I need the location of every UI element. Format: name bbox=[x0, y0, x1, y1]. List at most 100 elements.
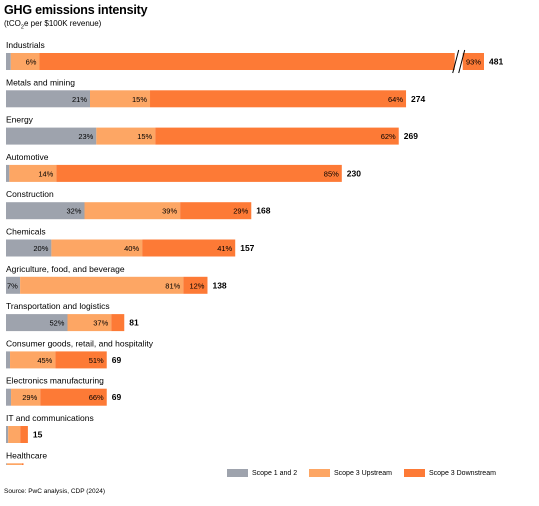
axis-break-line-right bbox=[458, 49, 466, 74]
bar-segment-chemicals-scope-3-downstream bbox=[142, 239, 236, 257]
legend-label-scope-3-downstream: Scope 3 Downstream bbox=[429, 469, 496, 477]
bar-segment-electronics-manufacturing-scope-3-downstream bbox=[40, 388, 107, 406]
total-label-energy: 269 bbox=[404, 131, 418, 141]
bar-segment-agriculture-food-and-beverage-scope-3-downstream bbox=[183, 276, 208, 294]
bar-segment-industrials-scope-3-upstream bbox=[10, 53, 40, 70]
legend-item-scope-1-2: Scope 1 and 2 bbox=[227, 469, 297, 477]
axis-break-line-left bbox=[452, 49, 460, 74]
bar-segment-electronics-manufacturing-scope-1-and-2 bbox=[6, 388, 12, 406]
bar-segment-industrials-scope-3-downstream bbox=[39, 53, 485, 70]
total-label-chemicals: 157 bbox=[240, 243, 254, 253]
bar-segment-metals-and-mining-scope-3-upstream bbox=[90, 90, 151, 108]
segment-label-construction-scope-1-and-2: 32% bbox=[66, 207, 81, 216]
segment-label-chemicals-scope-1-and-2: 20% bbox=[33, 244, 48, 253]
category-label-healthcare: Healthcare bbox=[6, 450, 47, 460]
bar-segment-chemicals-scope-3-upstream bbox=[51, 239, 143, 257]
legend-label-scope-1-2: Scope 1 and 2 bbox=[252, 469, 298, 477]
segment-label-automotive-scope-3-upstream: 14% bbox=[38, 169, 53, 178]
legend-swatch-scope-1-2 bbox=[227, 469, 248, 477]
segment-label-agriculture-food-and-beverage-scope-3-downstream: 12% bbox=[189, 281, 204, 290]
bar-segment-healthcare-scope-1-and-2 bbox=[6, 463, 7, 465]
category-label-automotive: Automotive bbox=[6, 152, 49, 162]
subtitle-rest: e per $100K revenue) bbox=[23, 19, 102, 28]
bar-segment-construction-scope-3-downstream bbox=[180, 202, 252, 220]
chart-title: GHG emissions intensity bbox=[4, 3, 148, 17]
bar-segment-automotive-scope-3-downstream bbox=[56, 164, 342, 182]
legend-swatch-scope-3-upstream bbox=[309, 469, 330, 477]
legend-swatch-scope-3-downstream bbox=[404, 469, 425, 477]
bar-segment-construction-scope-3-upstream bbox=[84, 202, 181, 220]
segment-label-metals-and-mining-scope-3-downstream: 64% bbox=[388, 95, 403, 104]
axis-break-gap bbox=[454, 50, 463, 73]
total-label-electronics-manufacturing: 69 bbox=[112, 392, 122, 402]
bar-segment-healthcare-scope-3-downstream bbox=[21, 463, 24, 465]
segment-label-chemicals-scope-3-downstream: 41% bbox=[217, 244, 232, 253]
total-label-construction: 168 bbox=[256, 206, 270, 216]
segment-label-consumer-goods-retail-and-hospitality-scope-3-downstream: 51% bbox=[89, 356, 104, 365]
source-note: Source: PwC analysis, CDP (2024) bbox=[4, 488, 106, 495]
segment-label-consumer-goods-retail-and-hospitality-scope-3-upstream: 45% bbox=[37, 356, 52, 365]
total-label-agriculture-food-and-beverage: 138 bbox=[212, 280, 226, 290]
total-label-metals-and-mining: 274 bbox=[411, 94, 425, 104]
bar-segment-energy-scope-1-and-2 bbox=[6, 127, 97, 145]
bar-segment-metals-and-mining-scope-3-downstream bbox=[150, 90, 407, 108]
chart-subtitle: (tCO2e per $100K revenue) bbox=[4, 19, 101, 31]
bar-segment-healthcare-scope-3-upstream bbox=[6, 463, 22, 465]
total-label-it-and-communications: 15 bbox=[33, 430, 43, 440]
segment-label-energy-scope-1-and-2: 23% bbox=[78, 132, 93, 141]
bar-segment-it-and-communications-scope-3-upstream bbox=[8, 426, 21, 443]
category-label-construction: Construction bbox=[6, 189, 54, 199]
bar-segment-transportation-and-logistics-scope-1-and-2 bbox=[6, 314, 68, 332]
segment-label-industrials-scope-3-upstream: 6% bbox=[26, 58, 37, 67]
bar-segment-transportation-and-logistics-scope-3-downstream bbox=[111, 314, 125, 332]
bar-segment-automotive-scope-1-and-2 bbox=[6, 164, 10, 182]
segment-label-metals-and-mining-scope-3-upstream: 15% bbox=[132, 95, 147, 104]
subtitle-unit: (tCO bbox=[4, 19, 21, 28]
segment-label-electronics-manufacturing-scope-3-downstream: 66% bbox=[89, 393, 104, 402]
category-label-chemicals: Chemicals bbox=[6, 227, 46, 237]
segment-label-construction-scope-3-downstream: 29% bbox=[233, 207, 248, 216]
bar-segment-it-and-communications-scope-3-downstream bbox=[20, 426, 28, 443]
legend-item-scope-3-upstream: Scope 3 Upstream bbox=[309, 469, 392, 477]
segment-label-chemicals-scope-3-upstream: 40% bbox=[124, 244, 139, 253]
total-label-automotive: 230 bbox=[347, 168, 361, 178]
category-label-metals-and-mining: Metals and mining bbox=[6, 77, 75, 87]
segment-label-transportation-and-logistics-scope-1-and-2: 52% bbox=[49, 319, 64, 328]
bar-segment-agriculture-food-and-beverage-scope-3-upstream bbox=[20, 276, 184, 294]
bar-segment-metals-and-mining-scope-1-and-2 bbox=[6, 90, 91, 108]
stacked-bar-chart: Industrials 6% 93% 481 Metals and mining 21% 1… bbox=[6, 40, 503, 465]
segment-label-transportation-and-logistics-scope-3-upstream: 37% bbox=[93, 319, 108, 328]
segment-label-agriculture-food-and-beverage-scope-1-and-2: 7% bbox=[7, 281, 18, 290]
bar-segment-chemicals-scope-1-and-2 bbox=[6, 239, 52, 257]
segment-label-electronics-manufacturing-scope-3-upstream: 29% bbox=[22, 393, 37, 402]
segment-label-automotive-scope-3-downstream: 85% bbox=[324, 169, 339, 178]
segment-label-metals-and-mining-scope-1-and-2: 21% bbox=[72, 95, 87, 104]
segment-label-industrials-scope-3-downstream: 93% bbox=[466, 58, 481, 67]
bar-segment-industrials-scope-1-and-2 bbox=[6, 53, 11, 70]
bar-segment-consumer-goods-retail-and-hospitality-scope-3-upstream bbox=[10, 351, 56, 369]
bar-segment-agriculture-food-and-beverage-scope-1-and-2 bbox=[6, 276, 21, 294]
bar-segment-construction-scope-1-and-2 bbox=[6, 202, 85, 220]
category-label-it-and-communications: IT and communications bbox=[6, 413, 94, 423]
total-label-transportation-and-logistics: 81 bbox=[129, 318, 139, 328]
bar-segment-automotive-scope-3-upstream bbox=[9, 164, 57, 182]
bar-segment-electronics-manufacturing-scope-3-upstream bbox=[11, 388, 41, 406]
subtitle-subscript: 2 bbox=[20, 24, 24, 31]
segment-label-energy-scope-3-downstream: 62% bbox=[381, 132, 396, 141]
segment-label-agriculture-food-and-beverage-scope-3-upstream: 81% bbox=[165, 281, 180, 290]
bar-segment-consumer-goods-retail-and-hospitality-scope-3-downstream bbox=[55, 351, 107, 369]
segment-label-energy-scope-3-upstream: 15% bbox=[137, 132, 152, 141]
bar-segment-consumer-goods-retail-and-hospitality-scope-1-and-2 bbox=[6, 351, 11, 369]
total-label-industrials: 481 bbox=[489, 57, 503, 67]
category-label-transportation-and-logistics: Transportation and logistics bbox=[6, 301, 110, 311]
legend-item-scope-3-downstream: Scope 3 Downstream bbox=[404, 469, 496, 477]
category-label-energy: Energy bbox=[6, 115, 34, 125]
total-label-consumer-goods-retail-and-hospitality: 69 bbox=[112, 355, 122, 365]
category-label-electronics-manufacturing: Electronics manufacturing bbox=[6, 376, 104, 386]
bar-segment-transportation-and-logistics-scope-3-upstream bbox=[67, 314, 112, 332]
legend-label-scope-3-upstream: Scope 3 Upstream bbox=[334, 469, 392, 477]
category-label-consumer-goods-retail-and-hospitality: Consumer goods, retail, and hospitality bbox=[6, 338, 154, 348]
category-label-agriculture-food-and-beverage: Agriculture, food, and beverage bbox=[6, 264, 125, 274]
bar-segment-it-and-communications-scope-1-and-2 bbox=[6, 426, 9, 443]
category-label-industrials: Industrials bbox=[6, 40, 45, 50]
